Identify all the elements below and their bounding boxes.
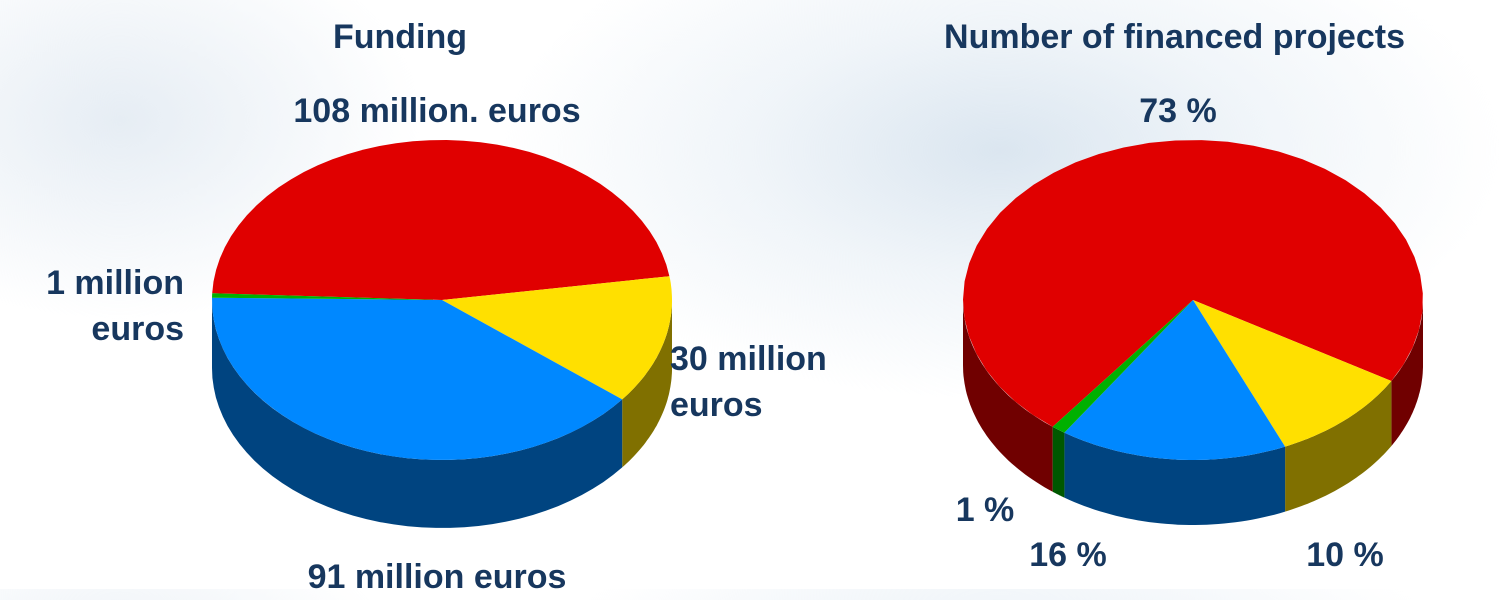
- pie-side: [1391, 300, 1423, 446]
- value-label: 30 million euros: [670, 340, 827, 424]
- value-label: 16 %: [1029, 536, 1107, 574]
- value-label: 1 %: [955, 491, 1015, 529]
- chart-title: Number of financed projects: [944, 18, 1405, 56]
- chart-title: Funding: [332, 18, 468, 56]
- value-label: 10 %: [1306, 536, 1384, 574]
- pie-side: [212, 300, 623, 528]
- pie-side: [963, 300, 1053, 492]
- pie-slice: [1193, 300, 1392, 447]
- pie-side: [1064, 432, 1286, 525]
- pie-slice: [212, 297, 623, 460]
- pie-side: [1052, 426, 1065, 498]
- pie-slice: [1052, 300, 1193, 433]
- value-label: 108 million. euros: [293, 92, 581, 130]
- pie-slice: [1064, 300, 1286, 460]
- pie-slice: [442, 276, 672, 400]
- pie-slice: [212, 293, 442, 300]
- value-label: 1 million euros: [46, 264, 184, 348]
- pie-slice: [963, 140, 1423, 427]
- pie-side: [622, 300, 672, 468]
- pie-slice: [212, 140, 670, 300]
- value-label: 91 million euros: [307, 558, 567, 596]
- value-label: 73 %: [1139, 92, 1217, 130]
- pie-side: [1285, 381, 1392, 512]
